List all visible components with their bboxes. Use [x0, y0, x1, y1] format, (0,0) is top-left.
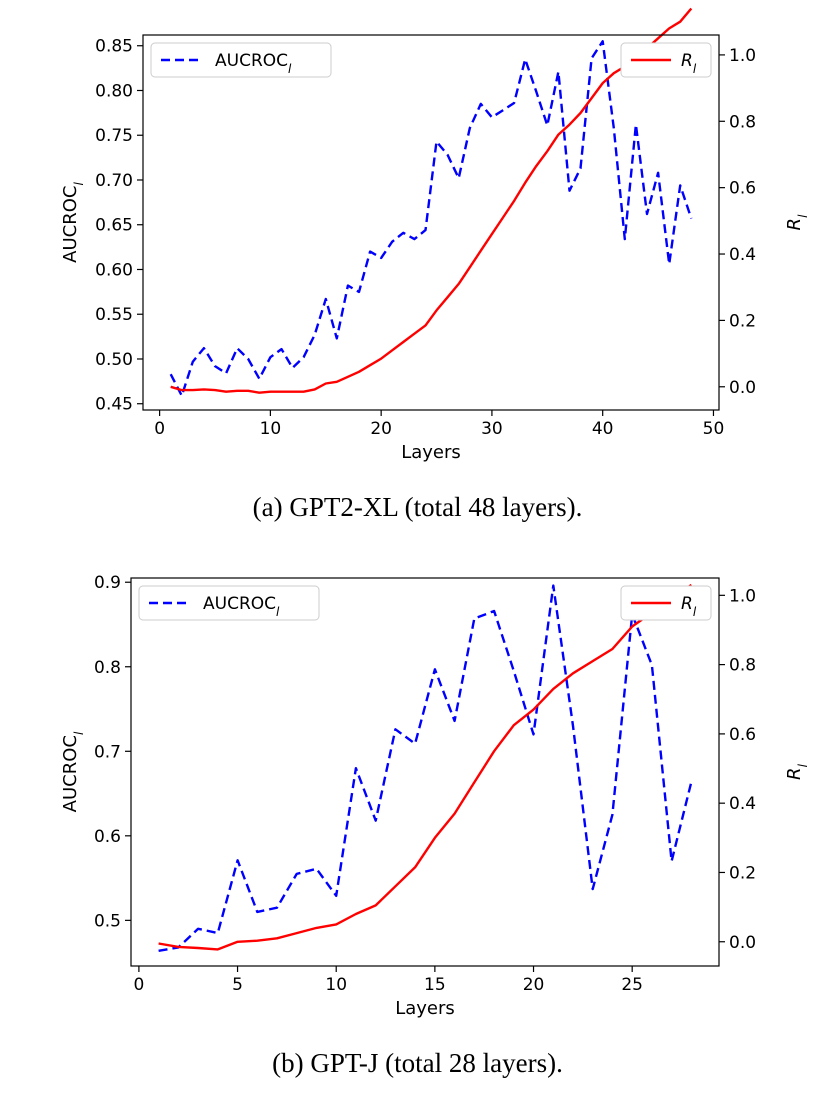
y-right-tick-label: 1.0: [729, 46, 756, 66]
legend-r-label: Rl: [681, 51, 697, 76]
x-tick-label: 15: [424, 975, 446, 995]
y-left-axis-label: AUCROCl: [60, 731, 86, 812]
y-right-tick-label: 1.0: [729, 586, 756, 606]
legend-aucroc-box: [150, 42, 332, 78]
figure-gpt2-xl: 0 10 20 30 40 50 0.45 0.50 0.55 0.60 0.65 0.70 0.75 0…: [0, 0, 835, 540]
y-right-tick-label: 0.2: [729, 311, 756, 331]
y-left-tick-label: 0.55: [95, 305, 133, 325]
x-tick-label: 0: [154, 419, 165, 439]
y-left-axis-label: AUCROCl: [60, 182, 86, 263]
y-left-tick-label: 0.45: [95, 395, 133, 415]
plot-frame: [130, 577, 720, 967]
y-right-tick-label: 0.8: [729, 112, 756, 132]
y-left-tick-label: 0.75: [95, 126, 133, 146]
y-left-tick-label: 0.5: [94, 911, 121, 931]
x-tick-label: 30: [481, 419, 503, 439]
r-series-line: [158, 583, 693, 951]
x-tick-label: 40: [592, 419, 614, 439]
x-axis-label: Layers: [395, 998, 455, 1019]
aucroc-series-line: [158, 584, 693, 952]
y-right-tick-label: 0.0: [729, 378, 756, 398]
x-tick-label: 25: [621, 975, 643, 995]
y-left-tick-label: 0.8: [94, 658, 121, 678]
y-left-tick-label: 0.85: [95, 37, 133, 57]
aucroc-series-line: [169, 40, 693, 397]
chart-gpt-j: 0 5 10 15 20 25 0.5 0.6 0.7 0.8 0.9 0.0 0.2 0.4 0.6 0.8…: [60, 573, 810, 1019]
x-tick-label: 0: [133, 975, 144, 995]
x-tick-label: 5: [232, 975, 243, 995]
legend-aucroc-label: AUCROCl: [215, 51, 292, 76]
x-axis-label: Layers: [401, 442, 461, 463]
legend-aucroc-label: AUCROCl: [203, 594, 280, 619]
y-left-tick-label: 0.70: [95, 171, 133, 191]
caption-gpt2-xl: (a) GPT2-XL (total 48 layers).: [252, 492, 583, 522]
chart-gpt2-xl: 0 10 20 30 40 50 0.45 0.50 0.55 0.60 0.65 0.70 0.75 0…: [60, 7, 810, 463]
figure-gpt-j: 0 5 10 15 20 25 0.5 0.6 0.7 0.8 0.9 0.0 0.2 0.4 0.6 0.8…: [0, 560, 835, 1106]
y-left-tick-label: 0.6: [94, 827, 121, 847]
y-right-tick-label: 0.4: [729, 245, 756, 265]
y-right-axis-label: Rl: [784, 763, 810, 780]
x-tick-label: 20: [523, 975, 545, 995]
y-left-tick-label: 0.9: [94, 573, 121, 593]
y-left-tick-label: 0.65: [95, 216, 133, 236]
legend-r: Rl: [620, 42, 712, 78]
x-tick-label: 10: [260, 419, 282, 439]
y-right-tick-label: 0.6: [729, 725, 756, 745]
y-right-tick-label: 0.6: [729, 179, 756, 199]
x-tick-label: 20: [370, 419, 392, 439]
r-series-line: [170, 7, 693, 394]
y-right-tick-label: 0.8: [729, 656, 756, 676]
y-left-tick-label: 0.7: [94, 742, 121, 762]
y-right-tick-label: 0.4: [729, 794, 756, 814]
legend-aucroc: AUCROCl: [138, 585, 320, 621]
x-tick-label: 50: [703, 419, 725, 439]
y-right-axis-label: Rl: [784, 214, 810, 231]
legend-aucroc: AUCROCl: [150, 42, 332, 78]
x-tick-label: 10: [325, 975, 347, 995]
y-right-tick-label: 0.0: [729, 933, 756, 953]
plot-frame: [142, 34, 720, 411]
legend-r: Rl: [620, 585, 712, 621]
y-left-tick-label: 0.50: [95, 350, 133, 370]
y-right-tick-label: 0.2: [729, 863, 756, 883]
y-left-tick-label: 0.60: [95, 260, 133, 280]
legend-aucroc-box: [138, 585, 320, 621]
legend-r-label: Rl: [681, 594, 697, 619]
y-left-tick-label: 0.80: [95, 81, 133, 101]
caption-gpt-j: (b) GPT-J (total 28 layers).: [272, 1048, 563, 1078]
